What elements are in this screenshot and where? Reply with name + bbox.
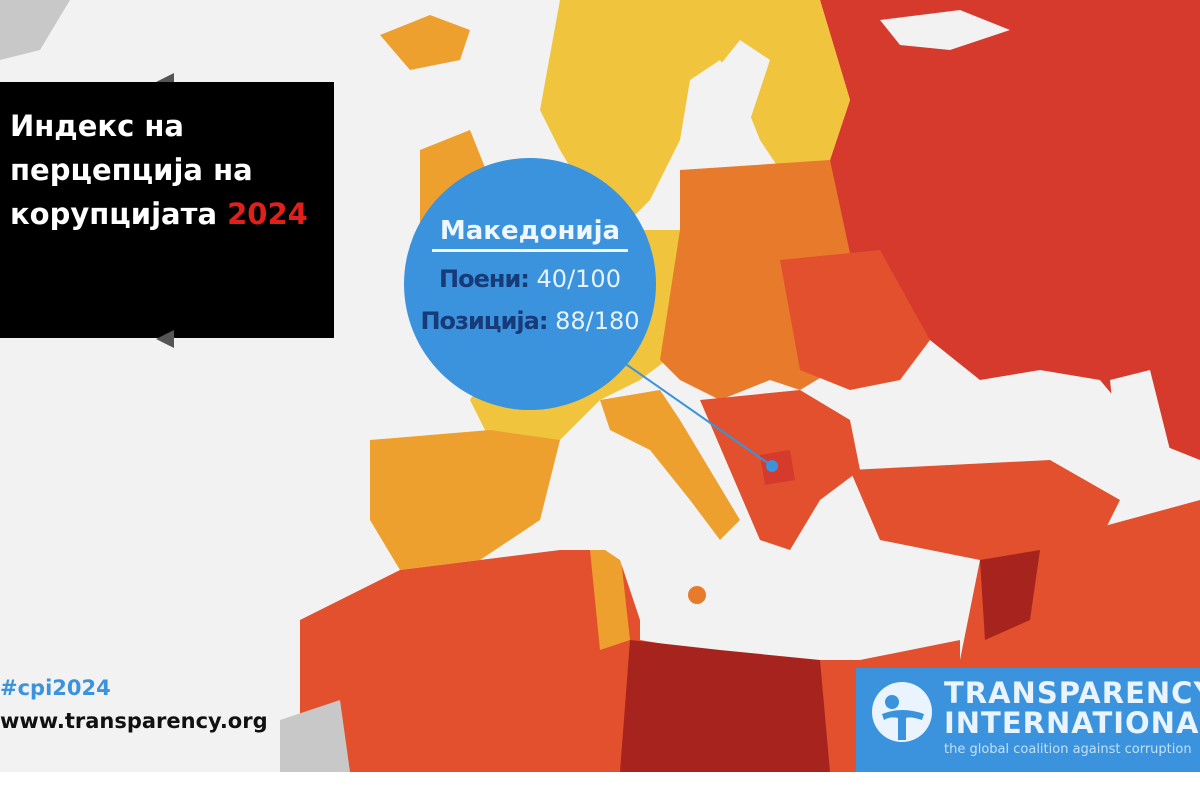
region-iberia [370,430,560,570]
logo-name-line-2: INTERNATIONAL [944,706,1200,740]
region-turkey [850,460,1120,560]
rank-row: Позиција: 88/180 [404,300,656,342]
callout-country: Македонија [439,216,621,246]
black-sea [870,380,1040,470]
mediterranean-sea [560,520,970,650]
title-box: Индекс на перцепција на корупцијата 2024 [0,82,334,338]
rank-value: 88/180 [555,307,640,335]
arctic-island [880,10,1010,50]
caspian-sea [1110,370,1170,520]
website-link[interactable]: www.transparency.org [0,709,268,733]
callout-pointer [619,359,773,467]
triangle-marker [156,330,174,348]
score-row: Поени: 40/100 [404,258,656,300]
title-line-3: корупцијата 2024 [10,192,334,236]
score-value: 40/100 [536,265,621,293]
title-line-2: перцепција на [10,153,253,187]
region-libya [620,640,830,772]
region-syria [980,550,1040,640]
logo-tagline: the global coalition against corruption [944,742,1192,757]
region-russia [820,0,1200,460]
region-ukraine [780,250,930,390]
title-line-1: Индекс на [10,109,184,143]
title-year: 2024 [227,197,308,231]
region-greenland [0,0,70,60]
hashtag: #cpi2024 [0,676,111,700]
transparency-international-logo: TRANSPARENCY INTERNATIONAL the global co… [856,668,1200,772]
title-line-3-text: корупцијата [10,197,218,231]
callout-dot [766,460,778,472]
region-tunisia [590,550,630,650]
ti-globe-icon [872,682,932,742]
region-malta [688,586,706,604]
region-italy [600,390,740,540]
region-scandinavia [540,0,850,230]
logo-name-line-1: TRANSPARENCY [944,676,1200,710]
score-label: Поени: [439,265,530,293]
region-iceland [380,15,470,70]
rank-label: Позиција: [420,307,548,335]
region-western-sahara [280,700,350,772]
callout-divider [432,249,628,252]
country-callout: Македонија Поени: 40/100 Позиција: 88/18… [404,158,656,410]
